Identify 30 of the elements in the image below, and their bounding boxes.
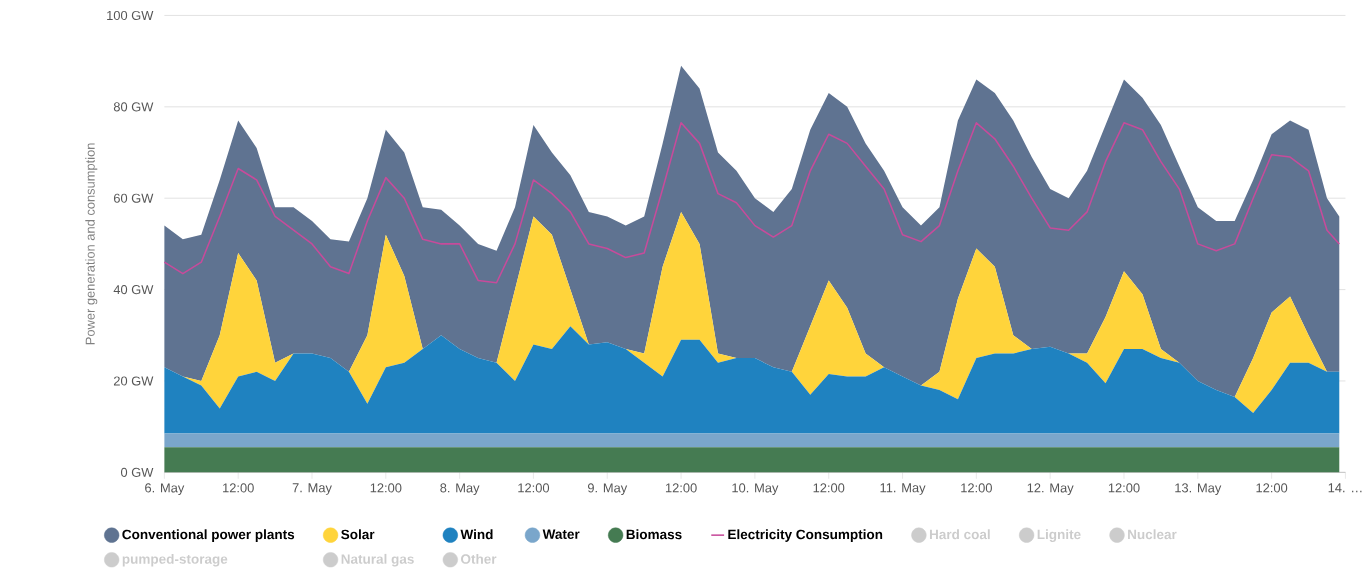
y-tick-label: 20 GW <box>113 376 154 386</box>
y-tick-label: 60 GW <box>113 193 154 203</box>
x-tick-label: 12:00 <box>665 483 697 493</box>
y-tick-label: 0 GW <box>120 467 154 477</box>
x-tick-label: 14. … <box>1328 483 1362 493</box>
x-tick-label: 12. May <box>1027 483 1074 496</box>
x-tick-label: 9. May <box>587 483 628 496</box>
x-tick-label: 11. May <box>880 483 926 495</box>
legend-label: Wind <box>460 529 493 540</box>
x-tick-label: 7. May <box>292 483 332 495</box>
y-tick-label: 80 GW <box>113 102 154 112</box>
x-tick-label: 12:00 <box>961 483 992 493</box>
y-tick-label: 40 GW <box>113 285 154 295</box>
x-tick-label: 8. May <box>440 483 480 496</box>
x-tick-label: 13. May <box>1175 483 1222 496</box>
x-tick-label: 12:00 <box>518 483 550 493</box>
legend-label: Electricity Consumption <box>728 529 883 542</box>
x-tick-label: 12:00 <box>813 483 845 493</box>
x-tick-label: 12:00 <box>223 483 254 493</box>
y-tick-label: 100 GW <box>107 10 154 21</box>
x-tick-label: 12:00 <box>1256 483 1288 493</box>
x-tick-label: 12:00 <box>370 483 402 493</box>
x-tick-label: 10. May <box>732 483 779 496</box>
legend-label: Water <box>542 529 580 540</box>
y-axis-title: Power generation and consumption <box>85 143 98 345</box>
legend-label: Biomass <box>626 529 682 540</box>
legend-label: Solar <box>341 529 375 540</box>
x-tick-label: 6. May <box>145 483 185 496</box>
x-tick-label: 12:00 <box>1108 483 1140 493</box>
legend-label: Conventional power plants <box>122 529 295 542</box>
